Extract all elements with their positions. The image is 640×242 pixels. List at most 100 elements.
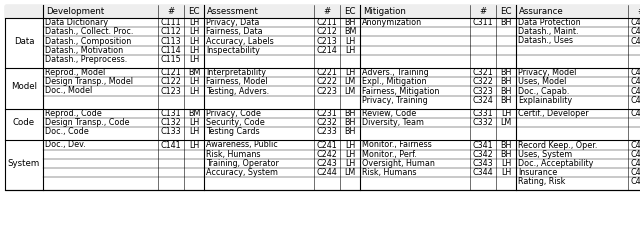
Text: LM: LM bbox=[500, 118, 511, 127]
Text: BH: BH bbox=[344, 18, 356, 27]
Text: C223: C223 bbox=[317, 86, 337, 96]
Text: Assurance: Assurance bbox=[519, 7, 564, 16]
Text: C122: C122 bbox=[161, 77, 181, 86]
Text: Doc., Model: Doc., Model bbox=[45, 86, 92, 96]
Text: Model: Model bbox=[11, 82, 37, 91]
Text: C444: C444 bbox=[630, 168, 640, 177]
Text: C123: C123 bbox=[161, 86, 181, 96]
Text: C344: C344 bbox=[473, 168, 493, 177]
Text: C112: C112 bbox=[161, 27, 181, 36]
Text: C114: C114 bbox=[161, 46, 181, 55]
Text: LH: LH bbox=[345, 141, 355, 150]
Bar bbox=[5, 5, 640, 190]
Text: C243: C243 bbox=[317, 159, 337, 168]
Text: C121: C121 bbox=[161, 68, 181, 77]
Text: C445: C445 bbox=[630, 177, 640, 186]
Text: C222: C222 bbox=[317, 77, 337, 86]
Text: Risk, Humans: Risk, Humans bbox=[206, 150, 260, 159]
Text: Doc., Dev.: Doc., Dev. bbox=[45, 141, 86, 150]
Text: C242: C242 bbox=[317, 150, 337, 159]
Text: BH: BH bbox=[344, 109, 356, 118]
Text: C241: C241 bbox=[317, 141, 337, 150]
Text: C141: C141 bbox=[161, 141, 181, 150]
Text: Datash., Uses: Datash., Uses bbox=[518, 37, 573, 45]
Text: C214: C214 bbox=[317, 46, 337, 55]
Text: BH: BH bbox=[500, 86, 512, 96]
Text: BH: BH bbox=[500, 68, 512, 77]
Text: C411: C411 bbox=[630, 18, 640, 27]
Text: Data Dictionary: Data Dictionary bbox=[45, 18, 108, 27]
Text: LH: LH bbox=[189, 141, 199, 150]
Text: C332: C332 bbox=[472, 118, 493, 127]
Text: Awareness, Public: Awareness, Public bbox=[206, 141, 278, 150]
Text: Risk, Humans: Risk, Humans bbox=[362, 168, 417, 177]
Text: Monitor., Fairness: Monitor., Fairness bbox=[362, 141, 432, 150]
Text: C323: C323 bbox=[472, 86, 493, 96]
Text: Security, Code: Security, Code bbox=[206, 118, 265, 127]
Text: Training, Operator: Training, Operator bbox=[206, 159, 279, 168]
Text: Interpretability: Interpretability bbox=[206, 68, 266, 77]
Text: Reprod., Code: Reprod., Code bbox=[45, 109, 102, 118]
Text: C331: C331 bbox=[473, 109, 493, 118]
Text: C342: C342 bbox=[472, 150, 493, 159]
Text: C343: C343 bbox=[473, 159, 493, 168]
Text: BH: BH bbox=[500, 150, 512, 159]
Text: Uses, System: Uses, System bbox=[518, 150, 572, 159]
Text: Code: Code bbox=[13, 118, 35, 127]
Text: C132: C132 bbox=[161, 118, 181, 127]
Text: Anonymization: Anonymization bbox=[362, 18, 422, 27]
Text: Advers., Training: Advers., Training bbox=[362, 68, 429, 77]
Text: LH: LH bbox=[189, 46, 199, 55]
Text: LM: LM bbox=[344, 86, 356, 96]
Text: BM: BM bbox=[188, 109, 200, 118]
Text: Design Transp., Code: Design Transp., Code bbox=[45, 118, 129, 127]
Text: Assessment: Assessment bbox=[207, 7, 259, 16]
Text: Data: Data bbox=[13, 37, 35, 45]
Text: C232: C232 bbox=[317, 118, 337, 127]
Text: BH: BH bbox=[344, 127, 356, 136]
Text: Doc., Code: Doc., Code bbox=[45, 127, 89, 136]
Text: Doc., Capab.: Doc., Capab. bbox=[518, 86, 570, 96]
Text: BH: BH bbox=[500, 77, 512, 86]
Text: C412: C412 bbox=[630, 27, 640, 36]
Text: Datash., Maint.: Datash., Maint. bbox=[518, 27, 579, 36]
Text: Accuracy, Labels: Accuracy, Labels bbox=[206, 37, 274, 45]
Text: C213: C213 bbox=[317, 37, 337, 45]
Text: C341: C341 bbox=[473, 141, 493, 150]
Text: C133: C133 bbox=[161, 127, 181, 136]
Text: C212: C212 bbox=[317, 27, 337, 36]
Text: C324: C324 bbox=[472, 96, 493, 105]
Text: BH: BH bbox=[500, 141, 512, 150]
Text: Development: Development bbox=[46, 7, 104, 16]
Text: C211: C211 bbox=[317, 18, 337, 27]
Text: C244: C244 bbox=[317, 168, 337, 177]
Text: Expl., Mitigation: Expl., Mitigation bbox=[362, 77, 426, 86]
Text: Testing Cards: Testing Cards bbox=[206, 127, 260, 136]
Text: Record Keep., Oper.: Record Keep., Oper. bbox=[518, 141, 597, 150]
Text: Privacy, Model: Privacy, Model bbox=[518, 68, 577, 77]
Text: C441: C441 bbox=[630, 141, 640, 150]
Text: LH: LH bbox=[189, 118, 199, 127]
Text: BH: BH bbox=[344, 118, 356, 127]
Text: C431: C431 bbox=[630, 109, 640, 118]
Text: Fairness, Data: Fairness, Data bbox=[206, 27, 262, 36]
Text: C111: C111 bbox=[161, 18, 181, 27]
Text: BM: BM bbox=[188, 68, 200, 77]
Text: Doc., Acceptability: Doc., Acceptability bbox=[518, 159, 593, 168]
Text: Oversight, Human: Oversight, Human bbox=[362, 159, 435, 168]
Text: C442: C442 bbox=[630, 150, 640, 159]
Text: EC: EC bbox=[188, 7, 200, 16]
Text: LH: LH bbox=[501, 168, 511, 177]
Text: LH: LH bbox=[189, 86, 199, 96]
Text: C321: C321 bbox=[472, 68, 493, 77]
Text: C443: C443 bbox=[630, 159, 640, 168]
Text: Fairness, Model: Fairness, Model bbox=[206, 77, 268, 86]
Text: Rating, Risk: Rating, Risk bbox=[518, 177, 565, 186]
Text: LH: LH bbox=[189, 77, 199, 86]
Text: BH: BH bbox=[500, 96, 512, 105]
Text: Privacy, Training: Privacy, Training bbox=[362, 96, 428, 105]
Text: Diversity, Team: Diversity, Team bbox=[362, 118, 424, 127]
Text: #: # bbox=[479, 7, 486, 16]
Text: C423: C423 bbox=[630, 86, 640, 96]
Text: Review, Code: Review, Code bbox=[362, 109, 416, 118]
